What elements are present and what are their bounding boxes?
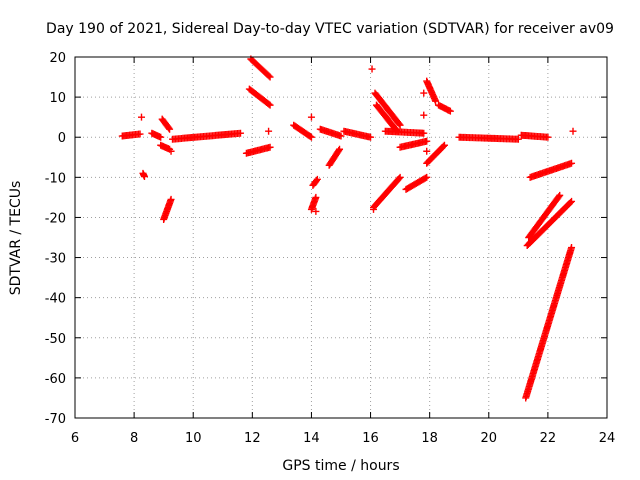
data-point-s14 xyxy=(337,132,345,140)
data-point-s23 xyxy=(432,97,440,105)
data-point-s24 xyxy=(440,141,448,149)
x-tick-label: 12 xyxy=(244,431,261,446)
x-tick-label: 6 xyxy=(71,431,79,446)
chart-title: Day 190 of 2021, Sidereal Day-to-day VTE… xyxy=(46,21,614,37)
axis-ticks: 6 8 10 12 14 16 18 20 22 24 20 10 0 -10 -20 -30 -40 -50 -6… xyxy=(45,51,616,446)
data-point-s25 xyxy=(446,107,454,115)
data-point-s15 xyxy=(335,146,343,154)
data-point-s11 xyxy=(307,133,315,141)
y-tick-label: -50 xyxy=(45,332,66,347)
data-point-single xyxy=(307,113,315,121)
data-point-s29 xyxy=(566,198,574,206)
data-point-s6 xyxy=(167,195,175,203)
data-point-s26 xyxy=(514,135,522,143)
data-point-s28 xyxy=(568,159,576,167)
data-point-s20 xyxy=(420,129,428,137)
x-tick-label: 22 xyxy=(540,431,557,446)
y-tick-label: -40 xyxy=(45,292,66,307)
data-point-s17 xyxy=(395,174,403,182)
x-tick-label: 8 xyxy=(130,431,138,446)
data-point-s10 xyxy=(265,72,273,80)
data-point-single xyxy=(370,205,378,213)
data-point-s11 xyxy=(306,132,314,140)
y-tick-label: -70 xyxy=(45,412,66,427)
data-point-s15 xyxy=(336,145,344,153)
data-point-s24 xyxy=(439,142,447,150)
x-tick-label: 14 xyxy=(303,431,320,446)
data-point-s8 xyxy=(266,143,274,151)
data-point-single xyxy=(420,89,428,97)
data-point-single xyxy=(420,111,428,119)
x-axis-label: GPS time / hours xyxy=(282,458,399,474)
data-point-single xyxy=(138,113,145,121)
data-point-s22 xyxy=(423,173,431,181)
data-point-s30 xyxy=(556,191,564,199)
data-point-single xyxy=(312,207,320,215)
y-tick-label: -10 xyxy=(45,171,66,186)
y-tick-label: 10 xyxy=(49,91,66,106)
data-point-s18 xyxy=(396,121,404,129)
data-point-s21 xyxy=(423,137,431,145)
y-tick-label: -30 xyxy=(45,252,66,267)
data-point-s2 xyxy=(140,173,148,181)
data-point-s5 xyxy=(166,125,174,133)
x-tick-label: 20 xyxy=(481,431,498,446)
data-point-s17 xyxy=(396,173,404,181)
x-tick-label: 10 xyxy=(185,431,202,446)
y-axis-label: SDTVAR / TECUs xyxy=(8,181,24,296)
data-point-s1 xyxy=(136,130,144,138)
x-tick-label: 16 xyxy=(362,431,379,446)
data-point-single xyxy=(368,65,376,73)
data-point-s13 xyxy=(313,175,321,183)
data-point-s5 xyxy=(165,124,173,132)
y-tick-label: 0 xyxy=(58,131,66,146)
data-point-s9 xyxy=(265,100,273,108)
data-point-s29 xyxy=(568,197,576,205)
data-point-s22 xyxy=(421,174,429,182)
data-point-s27 xyxy=(544,133,552,141)
y-tick-label: -60 xyxy=(45,372,66,387)
data-point-single xyxy=(569,127,577,135)
data-point-s10 xyxy=(266,73,274,81)
data-point-single xyxy=(423,147,431,155)
data-point-s7 xyxy=(237,129,245,137)
y-tick-label: 20 xyxy=(49,51,66,66)
data-point-s12 xyxy=(312,193,320,201)
data-point-s31 xyxy=(568,244,576,252)
data-points xyxy=(118,55,577,402)
data-point-single xyxy=(265,127,273,135)
data-point-s9 xyxy=(266,101,274,109)
data-point-single xyxy=(167,147,175,155)
y-tick-label: -20 xyxy=(45,211,66,226)
data-point-s18 xyxy=(395,120,403,128)
data-point-s3 xyxy=(157,133,165,141)
data-point-s30 xyxy=(555,193,563,201)
x-tick-label: 18 xyxy=(421,431,438,446)
x-tick-label: 24 xyxy=(599,431,616,446)
plot-frame xyxy=(74,56,608,419)
data-point-s16 xyxy=(367,133,375,141)
data-point-s13 xyxy=(312,177,320,185)
